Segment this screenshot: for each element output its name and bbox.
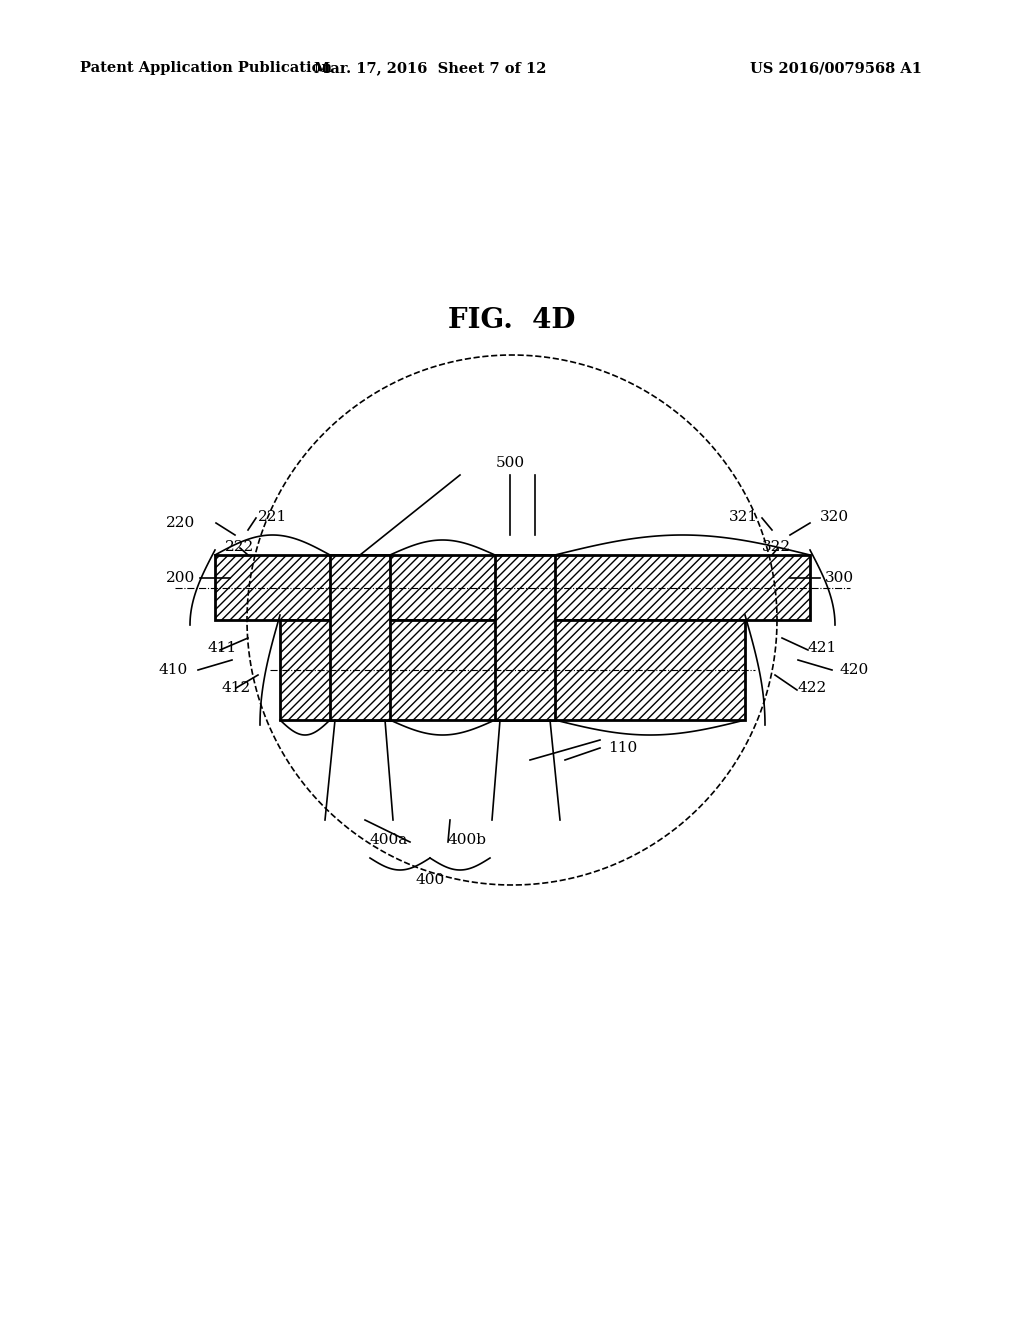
Text: 411: 411	[208, 642, 238, 655]
Text: 300: 300	[825, 572, 854, 585]
Text: 422: 422	[798, 681, 827, 696]
Text: Mar. 17, 2016  Sheet 7 of 12: Mar. 17, 2016 Sheet 7 of 12	[313, 61, 546, 75]
Text: 410: 410	[159, 663, 188, 677]
Text: 421: 421	[808, 642, 838, 655]
Text: 412: 412	[222, 681, 251, 696]
Text: 320: 320	[820, 510, 849, 524]
Text: 400a: 400a	[370, 833, 408, 847]
Text: 322: 322	[762, 540, 792, 554]
Bar	[330, 554, 390, 719]
Text: 400: 400	[416, 873, 444, 887]
Text: 400b: 400b	[449, 833, 487, 847]
Text: 110: 110	[608, 741, 637, 755]
Text: Patent Application Publication: Patent Application Publication	[80, 61, 332, 75]
Text: FIG.  4D: FIG. 4D	[449, 306, 575, 334]
Text: 500: 500	[496, 455, 524, 470]
Text: US 2016/0079568 A1: US 2016/0079568 A1	[750, 61, 922, 75]
Text: 221: 221	[258, 510, 288, 524]
Text: 222: 222	[225, 540, 254, 554]
Text: 200: 200	[166, 572, 195, 585]
Bar	[495, 554, 555, 719]
Bar	[280, 620, 745, 719]
Text: 420: 420	[840, 663, 869, 677]
Text: 321: 321	[729, 510, 758, 524]
Bar	[215, 554, 810, 620]
Text: 220: 220	[166, 516, 195, 531]
